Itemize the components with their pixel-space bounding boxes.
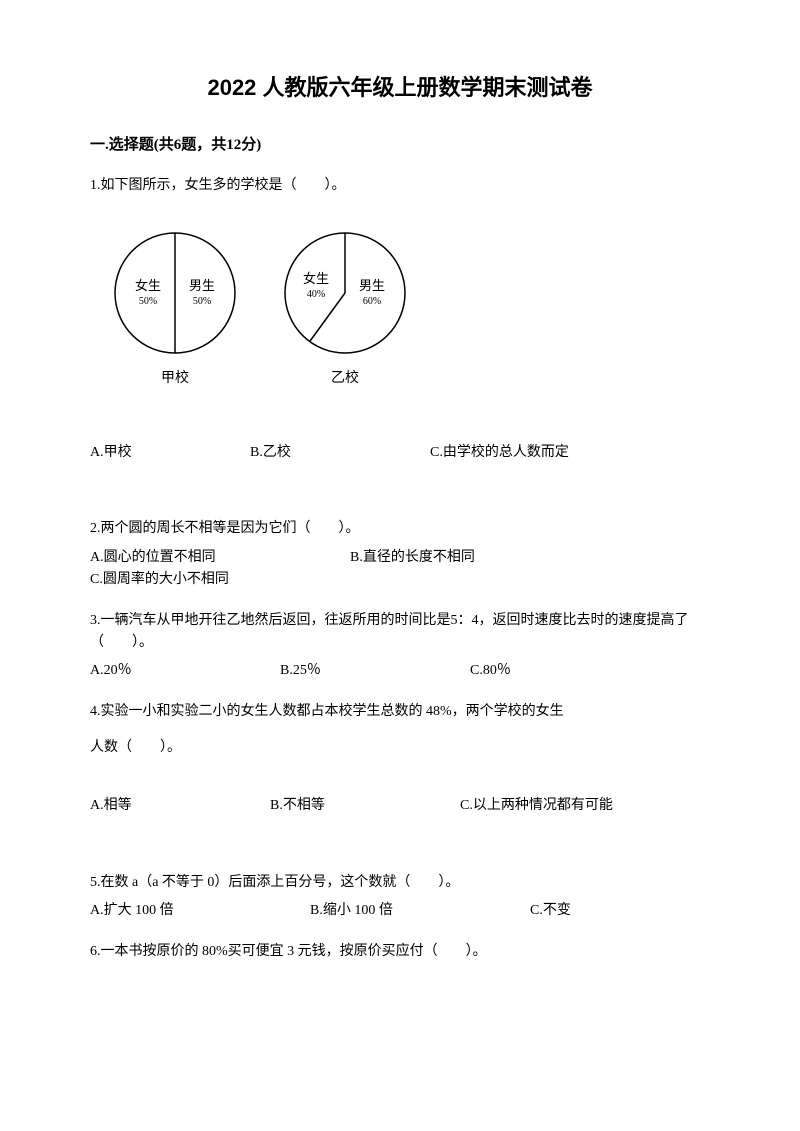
q4-option-c: C.以上两种情况都有可能 [460, 795, 613, 817]
question-3: 3.一辆汽车从甲地开往乙地然后返回，往返所用的时间比是5：4，返回时速度比去时的… [90, 610, 710, 683]
q1-option-a: A.甲校 [90, 442, 250, 464]
pie-svg-yi: 女生 40% 男生 60% [280, 228, 410, 358]
q4-line1: 4.实验一小和实验二小的女生人数都占本校学生总数的 48%，两个学校的女生 [90, 701, 710, 723]
q5-options: A.扩大 100 倍 B.缩小 100 倍 C.不变 [90, 900, 710, 922]
q5-option-a: A.扩大 100 倍 [90, 900, 310, 922]
q5-option-b: B.缩小 100 倍 [310, 900, 530, 922]
q3-options: A.20％ B.25％ C.80％ [90, 660, 710, 682]
q1-option-b: B.乙校 [250, 442, 430, 464]
pie-jia-left-pct: 50% [139, 296, 157, 307]
section-1-heading: 一.选择题(共6题，共12分) [90, 133, 710, 157]
q2-options: A.圆心的位置不相同 B.直径的长度不相同 C.圆周率的大小不相同 [90, 547, 710, 592]
pie-yi-right-pct: 60% [363, 296, 381, 307]
question-5: 5.在数 a（a 不等于 0）后面添上百分号，这个数就（ ）。 A.扩大 100… [90, 872, 710, 923]
pie-jia-left-label: 女生 [135, 278, 161, 293]
pie-yi-left-pct: 40% [307, 289, 325, 300]
question-4: 4.实验一小和实验二小的女生人数都占本校学生总数的 48%，两个学校的女生 人数… [90, 701, 710, 818]
q6-text: 6.一本书按原价的 80%买可便宜 3 元钱，按原价买应付（ ）。 [90, 941, 710, 963]
q1-text: 1.如下图所示，女生多的学校是（ ）。 [90, 175, 710, 197]
q4-option-a: A.相等 [90, 795, 270, 817]
q3-option-c: C.80％ [470, 660, 511, 682]
q2-option-b: B.直径的长度不相同 [350, 547, 610, 569]
q3-option-a: A.20％ [90, 660, 280, 682]
q1-charts: 女生 50% 男生 50% 甲校 女生 40% 男生 60% 乙校 [110, 228, 710, 390]
q2-option-a: A.圆心的位置不相同 [90, 547, 350, 569]
q4-options: A.相等 B.不相等 C.以上两种情况都有可能 [90, 795, 710, 817]
question-1: 1.如下图所示，女生多的学校是（ ）。 女生 50% 男生 50% 甲校 [90, 175, 710, 464]
q3-text: 3.一辆汽车从甲地开往乙地然后返回，往返所用的时间比是5：4，返回时速度比去时的… [90, 610, 710, 655]
q1-option-c: C.由学校的总人数而定 [430, 442, 569, 464]
question-2: 2.两个圆的周长不相等是因为它们（ ）。 A.圆心的位置不相同 B.直径的长度不… [90, 518, 710, 591]
q5-text: 5.在数 a（a 不等于 0）后面添上百分号，这个数就（ ）。 [90, 872, 710, 894]
q2-option-c: C.圆周率的大小不相同 [90, 569, 229, 591]
pie-chart-jia: 女生 50% 男生 50% 甲校 [110, 228, 240, 390]
pie-yi-left-label: 女生 [303, 271, 329, 286]
q1-options: A.甲校 B.乙校 C.由学校的总人数而定 [90, 442, 710, 464]
q3-option-b: B.25％ [280, 660, 470, 682]
page-title: 2022 人教版六年级上册数学期末测试卷 [90, 70, 710, 105]
q4-option-b: B.不相等 [270, 795, 460, 817]
question-6: 6.一本书按原价的 80%买可便宜 3 元钱，按原价买应付（ ）。 [90, 941, 710, 963]
q4-line2: 人数（ ）。 [90, 737, 710, 759]
pie-caption-jia: 甲校 [110, 368, 240, 390]
pie-svg-jia: 女生 50% 男生 50% [110, 228, 240, 358]
q2-text: 2.两个圆的周长不相等是因为它们（ ）。 [90, 518, 710, 540]
pie-chart-yi: 女生 40% 男生 60% 乙校 [280, 228, 410, 390]
pie-caption-yi: 乙校 [280, 368, 410, 390]
pie-jia-right-pct: 50% [193, 296, 211, 307]
pie-jia-right-label: 男生 [189, 278, 215, 293]
q5-option-c: C.不变 [530, 900, 571, 922]
pie-yi-right-label: 男生 [359, 278, 385, 293]
